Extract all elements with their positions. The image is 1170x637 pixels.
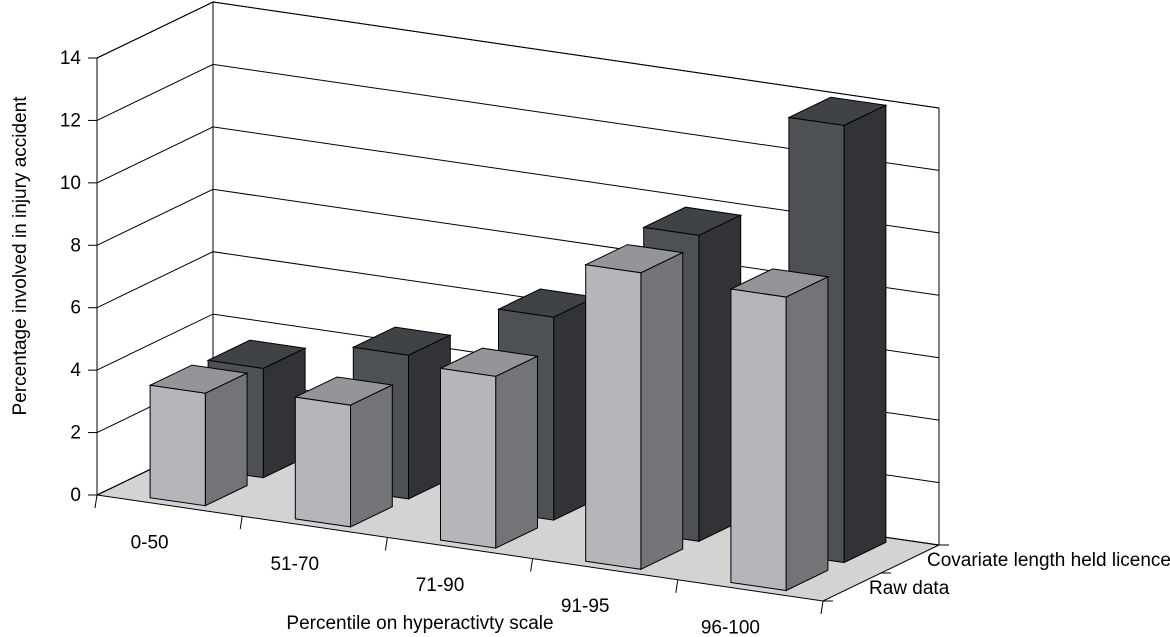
y-tick-label: 14 (60, 48, 82, 69)
x-tick-label: 51-70 (270, 554, 319, 575)
bar (438, 347, 540, 549)
y-tick-label: 2 (70, 423, 81, 444)
x-tick-mark (820, 600, 824, 615)
y-tick-label: 4 (70, 360, 81, 381)
bar-side (843, 104, 887, 564)
y-tick-label: 6 (70, 298, 81, 319)
bar (293, 376, 394, 528)
series-label: Raw data (869, 578, 950, 599)
y-axis-label: Percentage involved in injury accident (10, 96, 31, 416)
bar-side (640, 251, 684, 571)
y-tick-label: 12 (60, 110, 81, 131)
bar-front (440, 367, 497, 549)
bar-front (730, 288, 787, 592)
y-tick-label: 10 (60, 173, 81, 194)
x-tick-mark (384, 537, 388, 551)
bar-side (350, 384, 393, 528)
bar (729, 268, 830, 592)
x-tick-label: 91-95 (561, 596, 610, 617)
bar-front (294, 396, 351, 528)
bar-side (495, 355, 538, 549)
x-tick-mark (530, 558, 534, 572)
bar-side (204, 372, 248, 507)
y-tick-label: 0 (70, 485, 81, 506)
y-tick-label: 8 (70, 235, 81, 256)
bar-side (785, 276, 829, 592)
x-tick-label: 96-100 (701, 617, 760, 637)
x-axis-label: Percentile on hyperactivty scale (286, 613, 553, 634)
gridline (96, 126, 940, 234)
x-tick-label: 0-50 (131, 533, 169, 554)
series-label: Covariate length held licence (927, 550, 1170, 571)
gridline (96, 1, 940, 109)
x-tick-label: 71-90 (416, 575, 465, 596)
chart-labels: Percentage involved in injury accident P… (10, 48, 1170, 637)
bar-marks (148, 96, 888, 592)
x-tick-mark (94, 494, 98, 509)
gridline (96, 63, 940, 171)
bar-front (149, 384, 206, 507)
bar (148, 364, 249, 507)
bar (584, 244, 685, 571)
bar-front (585, 264, 642, 570)
x-tick-mark (675, 579, 679, 593)
x-tick-mark (239, 516, 243, 530)
